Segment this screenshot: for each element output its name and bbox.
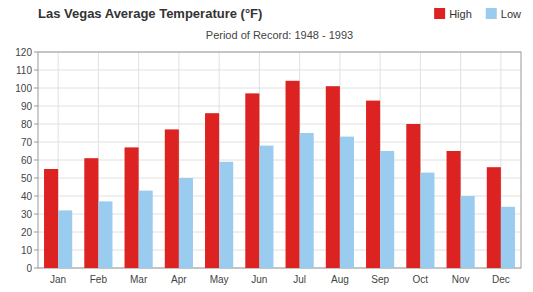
y-tick	[34, 268, 38, 269]
legend-item: High	[434, 8, 472, 20]
bar	[98, 201, 112, 268]
y-tick	[34, 178, 38, 179]
bar	[380, 151, 394, 268]
bar	[44, 169, 58, 268]
x-tick-label: Dec	[492, 274, 510, 285]
subtitle: Period of Record: 1948 - 1993	[206, 29, 353, 41]
bar	[366, 101, 380, 268]
bar	[420, 173, 434, 268]
x-tick-label: Feb	[90, 274, 108, 285]
y-tick-label: 120	[15, 47, 32, 58]
y-tick-label: 100	[15, 83, 32, 94]
bar	[447, 151, 461, 268]
bar	[326, 86, 340, 268]
y-tick	[34, 88, 38, 89]
bar	[219, 162, 233, 268]
y-tick	[34, 250, 38, 251]
y-tick-label: 30	[21, 209, 33, 220]
bar	[125, 147, 139, 268]
y-tick	[34, 196, 38, 197]
y-tick	[34, 142, 38, 143]
y-tick-label: 110	[16, 65, 32, 76]
legend-item: Low	[486, 8, 521, 20]
x-tick-label: Jun	[251, 274, 267, 285]
y-tick	[34, 124, 38, 125]
legend-label: Low	[501, 8, 521, 20]
y-tick	[34, 70, 38, 71]
y-tick-label: 80	[21, 119, 33, 130]
y-tick	[34, 232, 38, 233]
legend-label: High	[449, 8, 472, 20]
y-tick-label: 70	[21, 137, 33, 148]
x-tick-label: Mar	[130, 274, 148, 285]
y-tick	[34, 106, 38, 107]
bar	[205, 113, 219, 268]
grid-line-y	[38, 106, 521, 107]
bar	[165, 129, 179, 268]
x-tick-label: May	[210, 274, 229, 285]
y-tick-label: 60	[21, 155, 33, 166]
y-axis: 0 10 20 30 40 50 60 70 80 90 100 110 120	[15, 47, 38, 274]
y-tick-label: 40	[21, 191, 33, 202]
y-tick	[34, 214, 38, 215]
bar	[501, 207, 515, 268]
x-tick-label: Jul	[293, 274, 306, 285]
x-tick-label: Nov	[452, 274, 470, 285]
bar	[84, 158, 98, 268]
grid-line-y	[38, 70, 521, 71]
bar	[406, 124, 420, 268]
bar	[259, 146, 273, 268]
bar	[139, 191, 153, 268]
grid-line-y	[38, 142, 521, 143]
y-tick-label: 0	[26, 263, 32, 274]
bar	[461, 196, 475, 268]
legend-swatch	[434, 8, 445, 19]
y-tick	[34, 160, 38, 161]
bars	[44, 81, 515, 268]
y-tick	[34, 52, 38, 53]
chart: 0 10 20 30 40 50 60 70 80 90 100 110 120 Jan Feb Mar Apr…	[0, 0, 533, 292]
plot-frame	[38, 52, 521, 268]
bar	[300, 133, 314, 268]
title: Las Vegas Average Temperature (°F)	[38, 6, 262, 21]
bar	[245, 93, 259, 268]
y-tick-label: 10	[21, 245, 33, 256]
legend-swatch	[486, 8, 497, 19]
legend: High Low	[434, 8, 521, 20]
grid-line-y	[38, 124, 521, 125]
grid-line-y	[38, 88, 521, 89]
y-tick-label: 90	[21, 101, 33, 112]
x-tick-label: Apr	[171, 274, 187, 285]
bar	[487, 167, 501, 268]
y-tick-label: 50	[21, 173, 33, 184]
bar	[179, 178, 193, 268]
x-tick-label: Aug	[331, 274, 349, 285]
x-tick-label: Sep	[371, 274, 389, 285]
x-tick-label: Jan	[50, 274, 66, 285]
bar	[286, 81, 300, 268]
grid	[38, 52, 521, 268]
x-tick-label: Oct	[413, 274, 429, 285]
x-axis: Jan Feb Mar Apr May Jun Jul Aug Sep Oct Nov Dec	[50, 274, 510, 285]
bar	[58, 210, 72, 268]
y-tick-label: 20	[21, 227, 33, 238]
bar	[340, 137, 354, 268]
